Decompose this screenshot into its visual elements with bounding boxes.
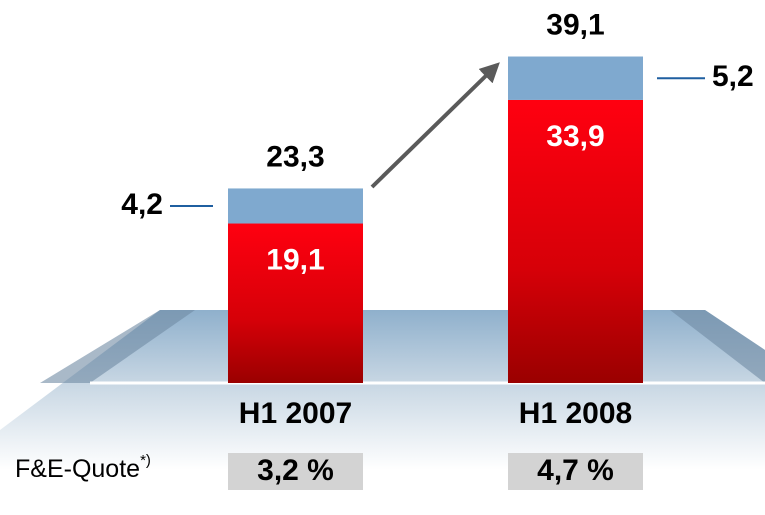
total-label: 23,3 bbox=[266, 140, 324, 173]
bar-segment bbox=[508, 99, 643, 383]
x-tick-label: H1 2008 bbox=[519, 397, 632, 430]
quote-label: F&E-Quote*) bbox=[15, 452, 151, 483]
value-label: 33,9 bbox=[546, 120, 604, 153]
growth-arrow bbox=[370, 62, 500, 189]
x-tick-label: H1 2007 bbox=[239, 397, 352, 430]
value-label: 5,2 bbox=[712, 60, 754, 93]
quote-value: 3,2 % bbox=[257, 454, 334, 487]
quote-label-text: F&E-Quote bbox=[15, 455, 140, 483]
quote-footnote: *) bbox=[140, 452, 151, 469]
value-label: 4,2 bbox=[121, 188, 163, 221]
quote-box bbox=[508, 453, 643, 490]
platform-edge bbox=[670, 310, 765, 383]
bar-segment bbox=[228, 188, 363, 224]
bar-segment bbox=[228, 223, 363, 383]
total-label: 39,1 bbox=[546, 8, 604, 41]
bar-segment bbox=[508, 56, 643, 100]
platform-edge bbox=[40, 310, 195, 383]
value-label: 19,1 bbox=[266, 243, 324, 276]
platform bbox=[0, 310, 765, 470]
quote-value: 4,7 % bbox=[537, 454, 614, 487]
quote-box bbox=[228, 453, 363, 490]
